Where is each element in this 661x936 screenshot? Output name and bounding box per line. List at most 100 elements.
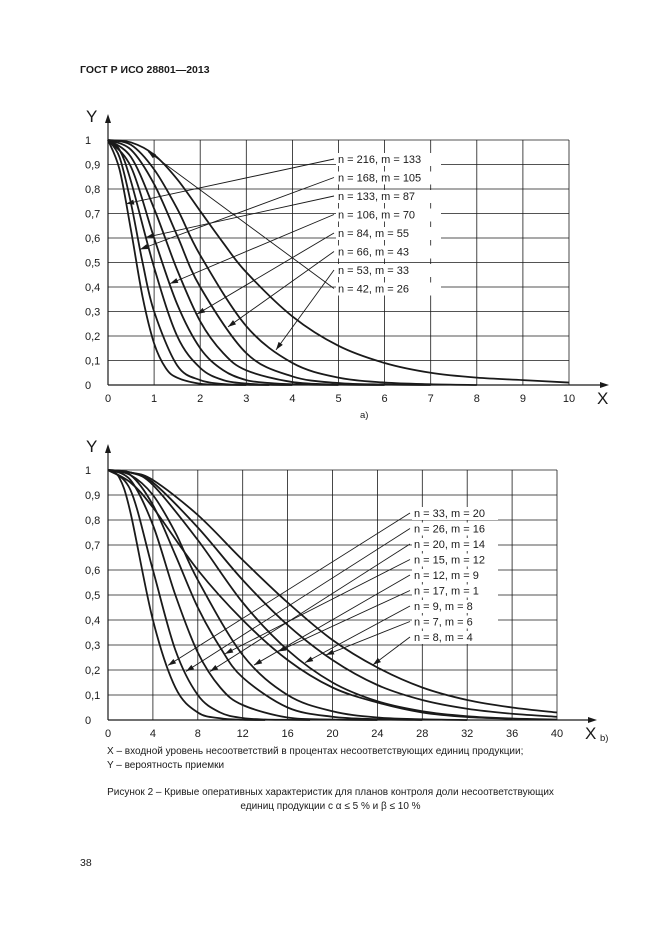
y-tick-label: 0,5 (85, 590, 100, 602)
series-label: n = 66, m = 43 (338, 247, 409, 259)
series-leader-line (325, 621, 411, 656)
y-tick-label: 0,9 (85, 160, 100, 172)
x-tick-label: 40 (551, 728, 563, 740)
series-leader-arrow (305, 656, 314, 663)
axis-legend: X – входной уровень несоответствий в про… (107, 745, 523, 773)
x-tick-label: 36 (506, 728, 518, 740)
x-tick-label: 8 (474, 393, 480, 405)
y-tick-label: 0 (85, 715, 91, 727)
series-line (107, 139, 270, 386)
x-axis-arrow (600, 382, 609, 388)
y-tick-label: 0,3 (85, 307, 100, 319)
series-label-background (412, 507, 498, 520)
series-label: n = 53, m = 33 (338, 265, 409, 277)
y-tick-label: 0,9 (85, 490, 100, 502)
y-axis-label: Y (86, 107, 97, 126)
x-tick-label: 0 (105, 393, 111, 405)
panel-label: a) (360, 410, 368, 421)
series-label-background (336, 208, 441, 222)
series-leader-line (209, 543, 411, 672)
x-tick-label: 0 (105, 728, 111, 740)
series-leader-arrow (148, 151, 156, 159)
x-tick-label: 16 (281, 728, 293, 740)
y-tick-label: 1 (85, 135, 91, 147)
y-tick-label: 0,8 (85, 184, 100, 196)
series-leader-arrow (254, 658, 263, 666)
series-label: n = 216, m = 133 (338, 154, 421, 166)
series-label-background (412, 553, 498, 567)
series-line (107, 469, 468, 721)
series-label: n = 84, m = 55 (338, 228, 409, 240)
series-leader-line (167, 512, 411, 666)
x-tick-label: 9 (520, 393, 526, 405)
series-leader-arrow (326, 649, 335, 655)
series-label: n = 33, m = 20 (414, 508, 485, 520)
series-label: n = 7, m = 6 (414, 617, 473, 629)
series-leader-arrow (228, 320, 237, 327)
series-leader-arrow (168, 658, 177, 666)
chart-b: Y X b) 0 4 8 12 16 20 24 28 32 36 40 0 0,1 0,2 0,3 0,4 0,5 0… (85, 437, 608, 744)
x-tick-label: 1 (151, 393, 157, 405)
series-leader-arrow (276, 341, 283, 350)
series-label-background (336, 171, 441, 185)
series-line (107, 469, 311, 721)
y-tick-label: 0 (85, 380, 91, 392)
series-leader-line (147, 151, 335, 289)
x-tick-label: 28 (416, 728, 428, 740)
series-line (107, 139, 431, 386)
y-axis-arrow (105, 444, 111, 453)
series-line (107, 469, 266, 721)
series-leader-arrow (278, 645, 287, 652)
y-axis-label: Y (86, 437, 97, 456)
series-label: n = 15, m = 12 (414, 555, 485, 567)
x-tick-label: 20 (326, 728, 338, 740)
series-label: n = 133, m = 87 (338, 191, 415, 203)
series-leader-line (196, 232, 335, 315)
series-leader-arrow (210, 665, 219, 672)
series-label-background (412, 569, 498, 582)
series-label-background (336, 245, 441, 259)
series-line (107, 139, 385, 386)
y-tick-label: 0,6 (85, 565, 100, 577)
series-leader-line (185, 528, 411, 672)
series-leader-line (224, 559, 411, 655)
series-leader-line (275, 269, 335, 351)
series-leader-arrow (186, 664, 195, 672)
y-tick-label: 0,1 (85, 356, 100, 368)
series-label: n = 9, m = 8 (414, 601, 473, 613)
y-tick-label: 0,3 (85, 640, 100, 652)
series-label-background (412, 615, 498, 629)
series-line (107, 469, 423, 721)
series-leader-arrow (140, 244, 149, 250)
page-number: 38 (80, 857, 92, 869)
x-tick-label: 8 (195, 728, 201, 740)
series-line (107, 469, 558, 721)
series-line (107, 139, 339, 386)
series-label: n = 12, m = 9 (414, 570, 479, 582)
series-label: n = 26, m = 16 (414, 524, 485, 536)
series-leader-arrow (146, 233, 155, 239)
series-label-background (336, 190, 441, 203)
x-tick-label: 24 (371, 728, 383, 740)
x-tick-label: 3 (243, 393, 249, 405)
series-leader-line (139, 177, 335, 250)
series-label-background (412, 600, 498, 613)
series-label: n = 168, m = 105 (338, 173, 421, 185)
series-line (107, 139, 293, 386)
series-label: n = 20, m = 14 (414, 539, 485, 551)
series-label-background (336, 227, 441, 240)
series-leader-line (304, 605, 411, 663)
series-leader-arrow (197, 307, 206, 315)
y-tick-label: 0,2 (85, 665, 100, 677)
x-axis-label: X (597, 389, 608, 408)
caption-line-1: Рисунок 2 – Кривые оперативных характери… (107, 787, 554, 798)
series-line (107, 469, 378, 721)
series-line (107, 469, 558, 714)
x-tick-label: 2 (197, 393, 203, 405)
y-tick-label: 0,6 (85, 233, 100, 245)
x-tick-label: 32 (461, 728, 473, 740)
figure-caption: Рисунок 2 – Кривые оперативных характери… (0, 786, 661, 814)
series-line (107, 139, 477, 386)
legend-x: X – входной уровень несоответствий в про… (107, 746, 524, 757)
series-label-background (412, 538, 498, 551)
